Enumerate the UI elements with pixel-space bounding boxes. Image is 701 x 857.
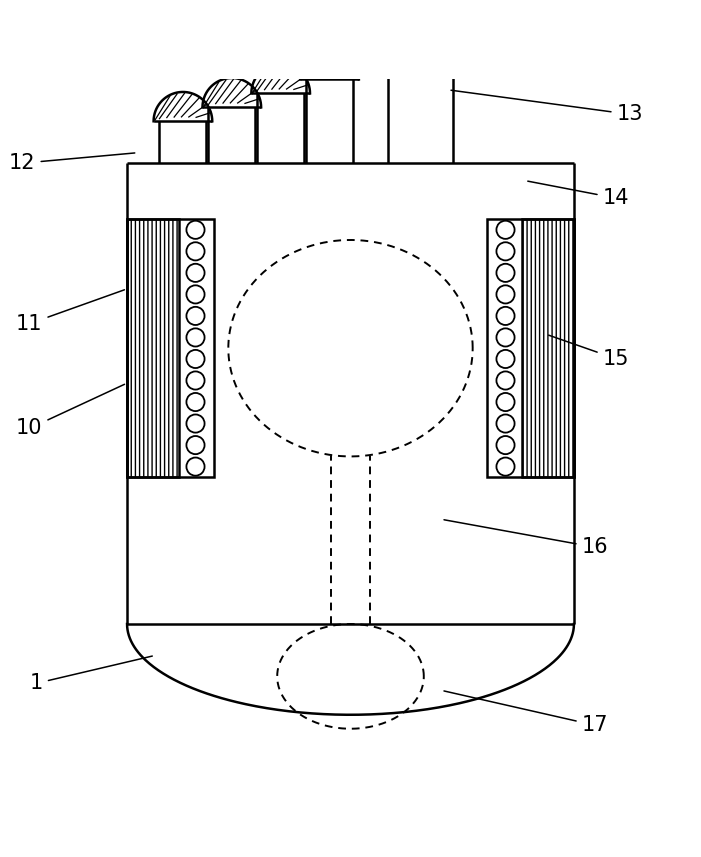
Text: 13: 13 <box>451 90 643 124</box>
Bar <box>486 219 574 477</box>
Bar <box>127 219 215 477</box>
Text: 1: 1 <box>29 656 152 693</box>
Text: 12: 12 <box>9 153 135 173</box>
Bar <box>127 219 179 477</box>
Text: 14: 14 <box>528 181 629 208</box>
Text: 15: 15 <box>549 335 629 369</box>
Text: 11: 11 <box>16 290 125 333</box>
Text: 16: 16 <box>444 519 608 557</box>
Text: 17: 17 <box>444 691 608 735</box>
Text: 10: 10 <box>16 384 125 439</box>
Bar <box>522 219 574 477</box>
